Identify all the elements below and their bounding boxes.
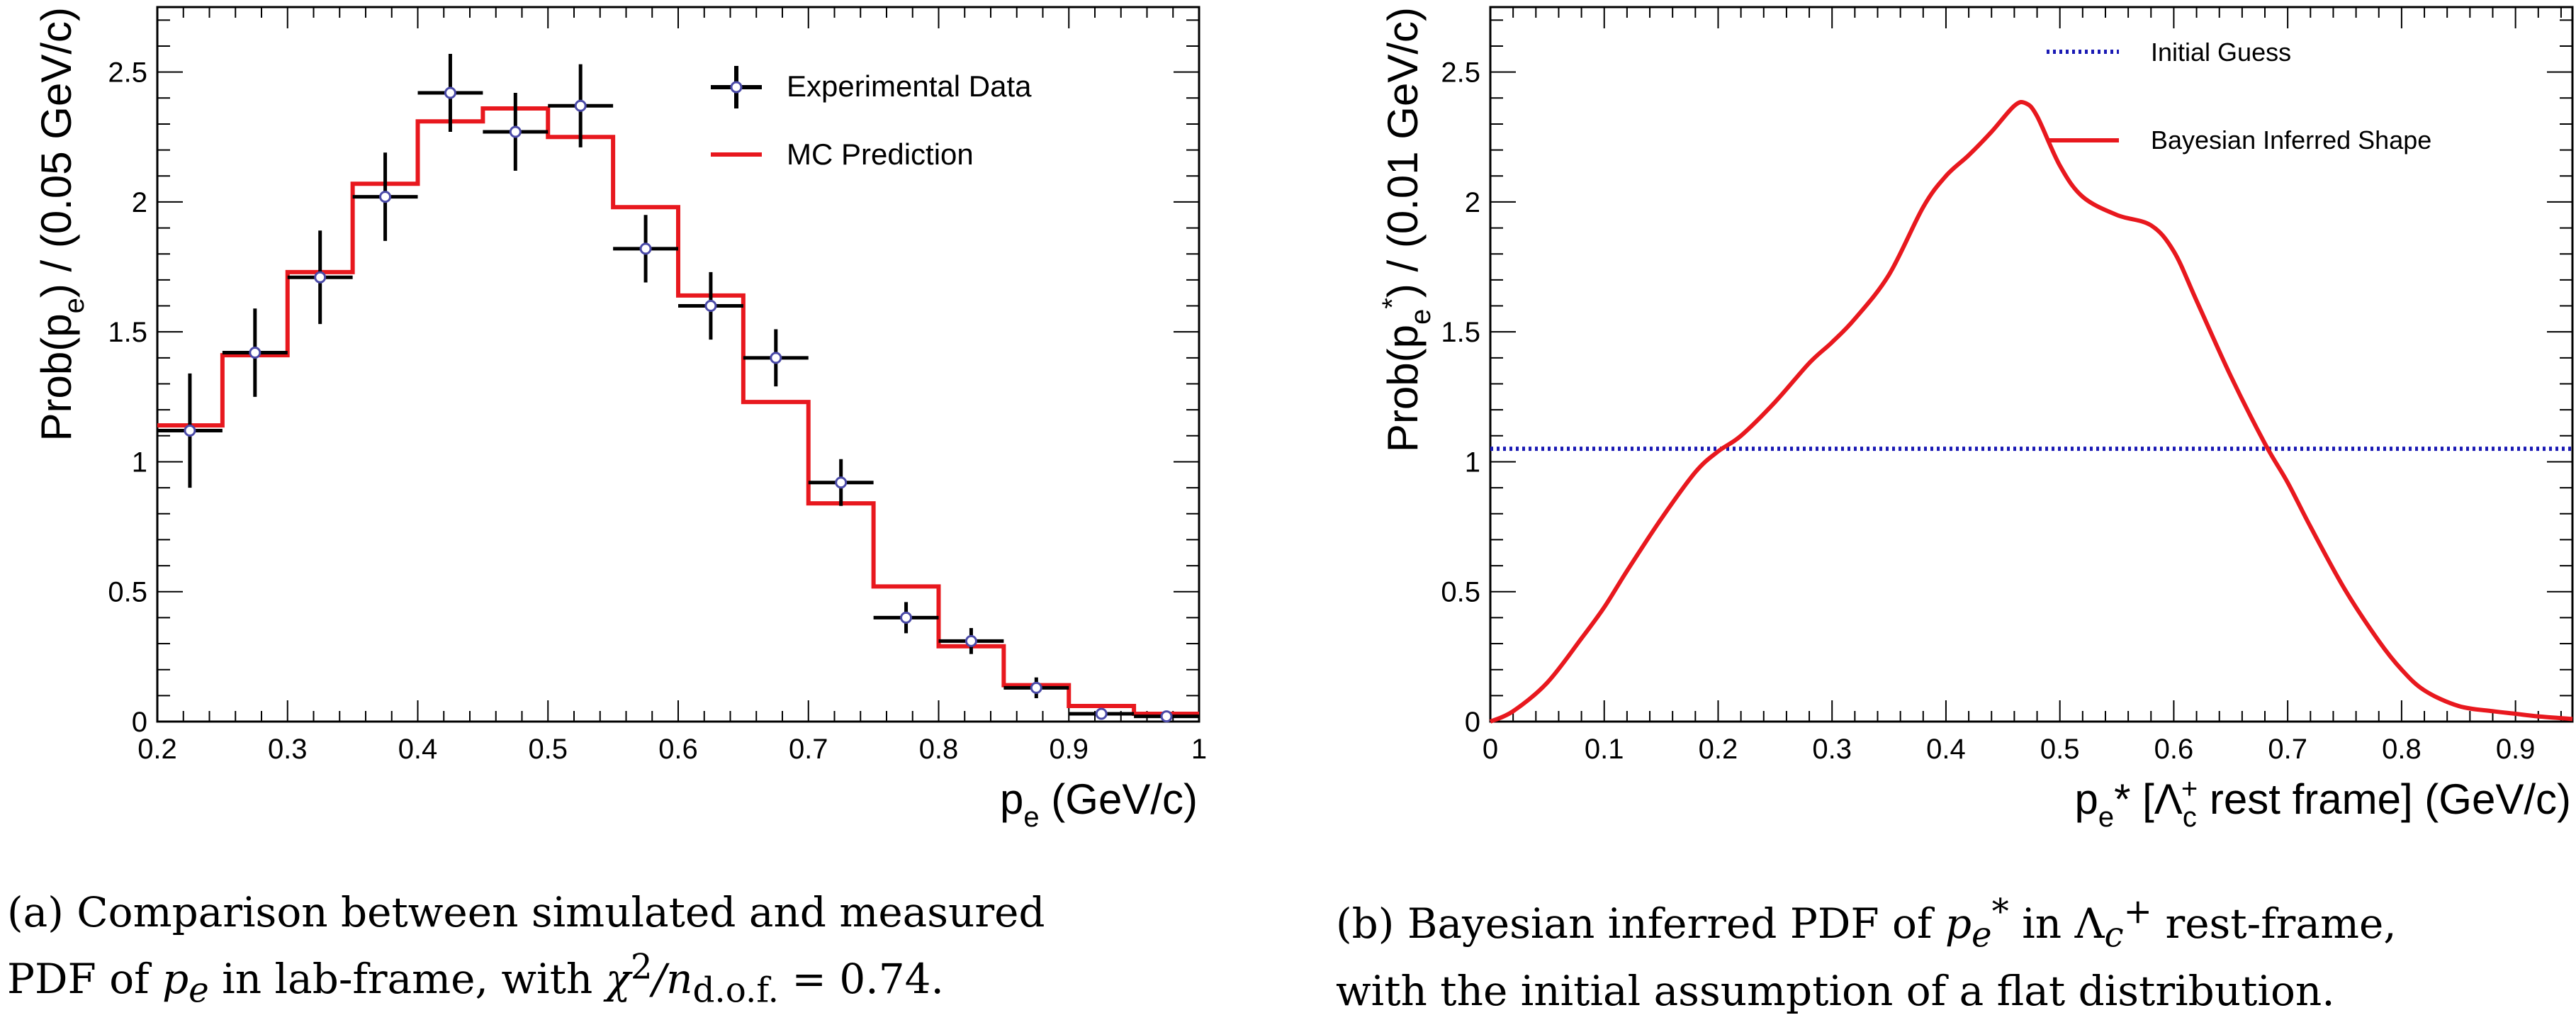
data-point-marker [509,125,522,138]
panel-a-x-tick-label: 0.5 [528,734,568,765]
panel-b-x-axis-title: pe* [Λc+ rest frame] (GeV/c) [2074,773,2571,833]
panel-b: 0 0.1 0.2 0.3 0.4 0.5 0.6 0.7 0.8 0.9 0 0.5 1 1.5 2 2.… [1377,6,2574,833]
panel-a-x-tick-label: 0.6 [658,734,698,765]
panel-a-mc-histogram [157,106,1199,716]
panel-b-x-tick-label: 0.6 [2154,734,2194,765]
data-point-marker [964,634,977,647]
panel-a-y-tick-label: 0.5 [108,577,147,608]
panel-b-x-tick-label: 0.7 [2268,734,2307,765]
data-point-marker [1160,710,1173,723]
panel-b-series [1489,99,2573,724]
panel-b-ticks [1490,7,2572,722]
panel-b-y-tick-label: 2.5 [1441,57,1480,89]
legend-initial-guess-label: Initial Guess [2151,38,2291,67]
panel-b-legend: Initial Guess Bayesian Inferred Shape [2047,38,2431,155]
data-point-marker [770,352,782,364]
data-point-marker [1030,681,1042,694]
legend-data-marker [730,81,743,94]
panel-b-x-tick-label: 0.8 [2382,734,2422,765]
panel-a-x-tick-label: 0.2 [137,734,177,765]
data-point-marker [704,300,717,313]
panel-b-x-tick-label: 0 [1483,734,1498,765]
panel-a-x-axis-title: pe (GeV/c) [1000,775,1198,833]
caption-a-line1: (a) Comparison between simulated and mea… [7,888,1045,936]
caption-a: (a) Comparison between simulated and mea… [7,885,1254,1019]
legend-data-label: Experimental Data [787,69,1032,103]
panel-b-y-tick-label: 2 [1465,187,1480,218]
panel-b-y-axis-title: Prob(pe*) / (0.01 GeV/c) [1377,7,1436,452]
panel-b-x-tick-labels: 0 0.1 0.2 0.3 0.4 0.5 0.6 0.7 0.8 0.9 [1483,734,2536,765]
data-point-marker [835,476,848,489]
caption-a-line2: PDF of pe in lab-frame, with χ2/nd.o.f. … [7,948,944,1011]
panel-b-frame [1489,6,2574,723]
bayesian-inferred-curve [1489,99,2573,724]
data-point-marker [1095,707,1108,720]
data-point-marker [249,347,261,359]
mc-prediction-histogram [157,106,1199,716]
panel-a-x-tick-label: 0.4 [398,734,438,765]
legend-mc-label: MC Prediction [787,138,974,171]
caption-b-line1: (b) Bayesian inferred PDF of pe* in Λc+ … [1336,892,2397,955]
panel-a-frame [156,6,1200,723]
panel-b-y-tick-label: 0.5 [1441,577,1480,608]
panel-a-y-tick-label: 1.5 [108,317,147,348]
panel-a-legend: Experimental Data MC Prediction [711,66,1032,171]
panel-a-x-tick-label: 1 [1191,734,1207,765]
panel-a-x-tick-label: 0.3 [268,734,308,765]
panel-b-y-tick-label: 1.5 [1441,317,1480,348]
data-point-marker [900,611,913,624]
data-point-marker [574,99,587,112]
panel-a-x-tick-label: 0.9 [1049,734,1089,765]
panel-b-x-tick-label: 0.3 [1812,734,1852,765]
panel-a-y-tick-label: 1 [132,447,147,478]
panel-b-x-tick-label: 0.4 [1926,734,1966,765]
panel-a-data-points [157,53,1199,723]
data-point-marker [314,271,327,284]
figure-canvas: 0.2 0.3 0.4 0.5 0.6 0.7 0.8 0.9 1 0 0.5 1 1.5 2 2.5 E… [33,6,2574,833]
panel-a-y-axis-title: Prob(pe) / (0.05 GeV/c) [33,7,90,441]
panel-a-x-tick-label: 0.8 [919,734,959,765]
panel-a-y-tick-labels: 0 0.5 1 1.5 2 2.5 [108,57,147,738]
panel-b-x-tick-label: 0.5 [2040,734,2080,765]
data-point-marker [444,86,456,99]
panel-b-y-tick-label: 0 [1465,707,1480,738]
data-point-marker [639,242,652,255]
panel-a-y-tick-label: 2 [132,187,147,218]
data-point-marker [184,424,196,437]
panel-a-x-tick-labels: 0.2 0.3 0.4 0.5 0.6 0.7 0.8 0.9 1 [137,734,1207,765]
legend-bayesian-label: Bayesian Inferred Shape [2151,125,2431,155]
panel-b-y-tick-labels: 0 0.5 1 1.5 2 2.5 [1441,57,1480,738]
panel-a-y-tick-label: 2.5 [108,57,147,89]
panel-b-x-tick-label: 0.1 [1585,734,1624,765]
panel-a-y-tick-label: 0 [132,707,147,738]
panel-b-x-tick-label: 0.2 [1699,734,1738,765]
caption-b-line2: with the initial assumption of a flat di… [1336,966,2335,1015]
data-point-marker [379,191,392,203]
panel-a-x-tick-label: 0.7 [789,734,828,765]
caption-b: (b) Bayesian inferred PDF of pe* in Λc+ … [1336,885,2572,1019]
panel-a-ticks [157,7,1200,722]
panel-a: 0.2 0.3 0.4 0.5 0.6 0.7 0.8 0.9 1 0 0.5 1 1.5 2 2.5 E… [33,6,1207,833]
panel-b-x-tick-label: 0.9 [2496,734,2536,765]
panel-b-y-tick-label: 1 [1465,447,1480,478]
